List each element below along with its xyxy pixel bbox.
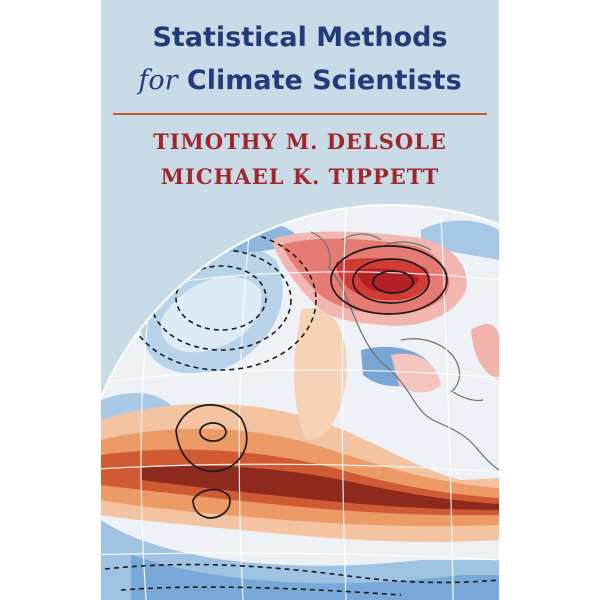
globe-rim	[101, 204, 499, 400]
globe-illustration	[101, 204, 499, 600]
author-2: MICHAEL K. TIPPETT	[160, 164, 440, 189]
title-sub: Climate Scientists	[186, 65, 462, 96]
book-cover: Statistical Methods for Climate Scientis…	[101, 0, 499, 600]
title-for: for	[138, 65, 178, 96]
title-divider	[113, 113, 487, 115]
title-line-1: Statistical Methods	[101, 24, 499, 51]
title-line-2: for Climate Scientists	[101, 67, 499, 94]
author-1: TIMOTHY M. DELSOLE	[153, 129, 447, 154]
title-main: Statistical Methods	[152, 22, 448, 53]
